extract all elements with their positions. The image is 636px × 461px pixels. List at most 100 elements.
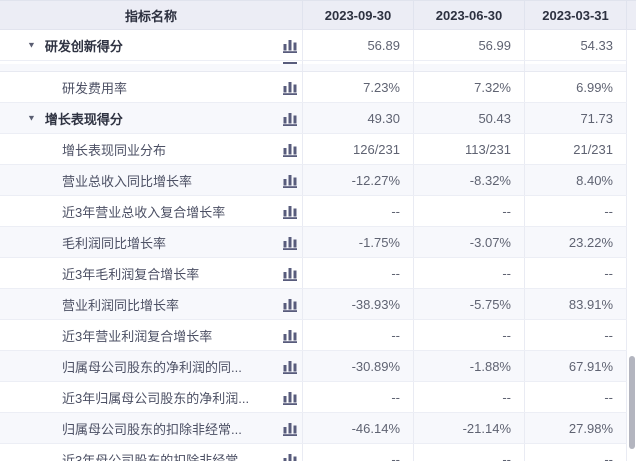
indicator-label: 增长表现得分 <box>44 111 123 127</box>
indicator-name-cell: 营业总收入同比增长率 <box>0 165 303 195</box>
table-row: 近3年母公司股东的扣除非经常... -- -- -- <box>0 444 627 461</box>
value-cell-3: -- <box>525 320 627 350</box>
indicator-name-cell: ▼ 研发创新得分 <box>0 30 303 60</box>
value-cell-3: 27.98% <box>525 413 627 443</box>
table-row: 营业总收入同比增长率 -12.27% -8.32% 8.40% <box>0 165 627 196</box>
column-header-indicator-name: 指标名称 <box>0 1 303 29</box>
value-cell-3: 6.99% <box>525 72 627 102</box>
table-row: 近3年毛利润复合增长率 -- -- -- <box>0 258 627 289</box>
column-header-date-2: 2023-06-30 <box>414 1 525 29</box>
bar-chart-icon[interactable] <box>282 111 298 126</box>
value-cell-1: -- <box>303 382 414 412</box>
table-header-row: 指标名称 2023-09-30 2023-06-30 2023-03-31 <box>0 0 636 30</box>
table-row: 近3年归属母公司股东的净利润... -- -- -- <box>0 382 627 413</box>
bar-chart-icon[interactable] <box>282 359 298 374</box>
table-row: 增长表现同业分布 126/231 113/231 21/231 <box>0 134 627 165</box>
indicator-name-cell: ▼ 增长表现得分 <box>0 103 303 133</box>
indicator-name-cell: 研发费用率 <box>0 72 303 102</box>
indicator-name-cell: 归属母公司股东的净利润的同... <box>0 351 303 381</box>
indicator-label: 营业总收入同比增长率 <box>62 173 193 189</box>
value-cell-1: 7.23% <box>303 72 414 102</box>
indicator-name-cell: 近3年归属母公司股东的净利润... <box>0 382 303 412</box>
indicator-label: 研发创新得分 <box>44 38 123 54</box>
table-row: 归属母公司股东的扣除非经常... -46.14% -21.14% 27.98% <box>0 413 627 444</box>
indicator-name-cell: 近3年毛利润复合增长率 <box>0 258 303 288</box>
bar-chart-icon[interactable] <box>282 142 298 157</box>
indicator-label: 毛利润同比增长率 <box>62 235 167 251</box>
bar-chart-icon[interactable] <box>282 452 298 461</box>
table-body: ▼ 研发创新得分 56.89 56.99 54.33 <box>0 30 627 461</box>
indicator-name-cell: 近3年营业总收入复合增长率 <box>0 196 303 226</box>
value-cell-1: -30.89% <box>303 351 414 381</box>
indicator-label: 增长表现同业分布 <box>62 142 167 158</box>
value-cell-2: 56.99 <box>414 30 525 60</box>
value-cell-2 <box>414 61 525 71</box>
bar-chart-icon[interactable] <box>282 80 298 95</box>
value-cell-1 <box>303 61 414 71</box>
value-cell-2: 113/231 <box>414 134 525 164</box>
indicator-label: 近3年归属母公司股东的净利润... <box>62 390 250 406</box>
value-cell-1: 126/231 <box>303 134 414 164</box>
value-cell-3: 67.91% <box>525 351 627 381</box>
bar-chart-icon[interactable] <box>282 266 298 281</box>
value-cell-3: 23.22% <box>525 227 627 257</box>
value-cell-3: -- <box>525 444 627 461</box>
value-cell-2: -- <box>414 196 525 226</box>
indicator-label: 近3年母公司股东的扣除非经常... <box>62 452 250 461</box>
table-row <box>0 61 627 72</box>
table-row: 营业利润同比增长率 -38.93% -5.75% 83.91% <box>0 289 627 320</box>
value-cell-1: -- <box>303 258 414 288</box>
chevron-down-icon[interactable]: ▼ <box>27 113 36 123</box>
bar-chart-icon[interactable] <box>282 204 298 219</box>
bar-chart-icon[interactable] <box>282 390 298 405</box>
chevron-down-icon[interactable]: ▼ <box>27 40 36 50</box>
value-cell-1: -1.75% <box>303 227 414 257</box>
value-cell-1: -- <box>303 444 414 461</box>
indicator-name-cell: 归属母公司股东的扣除非经常... <box>0 413 303 443</box>
column-header-date-3: 2023-03-31 <box>525 1 627 29</box>
table-row: 近3年营业总收入复合增长率 -- -- -- <box>0 196 627 227</box>
indicator-name-cell <box>0 61 303 71</box>
value-cell-2: -8.32% <box>414 165 525 195</box>
indicator-name-cell: 增长表现同业分布 <box>0 134 303 164</box>
indicator-label: 近3年毛利润复合增长率 <box>62 266 200 282</box>
value-cell-1: 56.89 <box>303 30 414 60</box>
indicator-label: 营业利润同比增长率 <box>62 297 180 313</box>
indicator-label: 归属母公司股东的扣除非经常... <box>62 421 242 437</box>
value-cell-2: 50.43 <box>414 103 525 133</box>
table-row: 近3年营业利润复合增长率 -- -- -- <box>0 320 627 351</box>
indicator-label: 归属母公司股东的净利润的同... <box>62 359 242 375</box>
value-cell-1: 49.30 <box>303 103 414 133</box>
value-cell-3: 21/231 <box>525 134 627 164</box>
bar-chart-icon[interactable] <box>282 421 298 436</box>
indicator-label: 近3年营业利润复合增长率 <box>62 328 213 344</box>
bar-chart-icon[interactable] <box>282 328 298 343</box>
value-cell-3: -- <box>525 258 627 288</box>
vertical-scrollbar-thumb[interactable] <box>629 356 635 449</box>
value-cell-2: -- <box>414 320 525 350</box>
indicator-name-cell: 近3年母公司股东的扣除非经常... <box>0 444 303 461</box>
value-cell-2: -3.07% <box>414 227 525 257</box>
table-row: 研发费用率 7.23% 7.32% 6.99% <box>0 72 627 103</box>
table-row: 归属母公司股东的净利润的同... -30.89% -1.88% 67.91% <box>0 351 627 382</box>
indicator-label: 研发费用率 <box>62 80 128 96</box>
value-cell-2: 7.32% <box>414 72 525 102</box>
column-header-date-1: 2023-09-30 <box>303 1 414 29</box>
value-cell-3: -- <box>525 196 627 226</box>
value-cell-3: 71.73 <box>525 103 627 133</box>
value-cell-2: -1.88% <box>414 351 525 381</box>
value-cell-3: 83.91% <box>525 289 627 319</box>
value-cell-3: -- <box>525 382 627 412</box>
value-cell-1: -38.93% <box>303 289 414 319</box>
value-cell-3: 54.33 <box>525 30 627 60</box>
bar-chart-icon[interactable] <box>282 235 298 250</box>
bar-chart-icon[interactable] <box>282 173 298 188</box>
table-row: 毛利润同比增长率 -1.75% -3.07% 23.22% <box>0 227 627 258</box>
value-cell-3: 8.40% <box>525 165 627 195</box>
value-cell-2: -5.75% <box>414 289 525 319</box>
bar-chart-icon[interactable] <box>282 297 298 312</box>
clipped-bar-chart-icon <box>283 62 297 64</box>
bar-chart-icon[interactable] <box>282 38 298 53</box>
value-cell-2: -- <box>414 258 525 288</box>
